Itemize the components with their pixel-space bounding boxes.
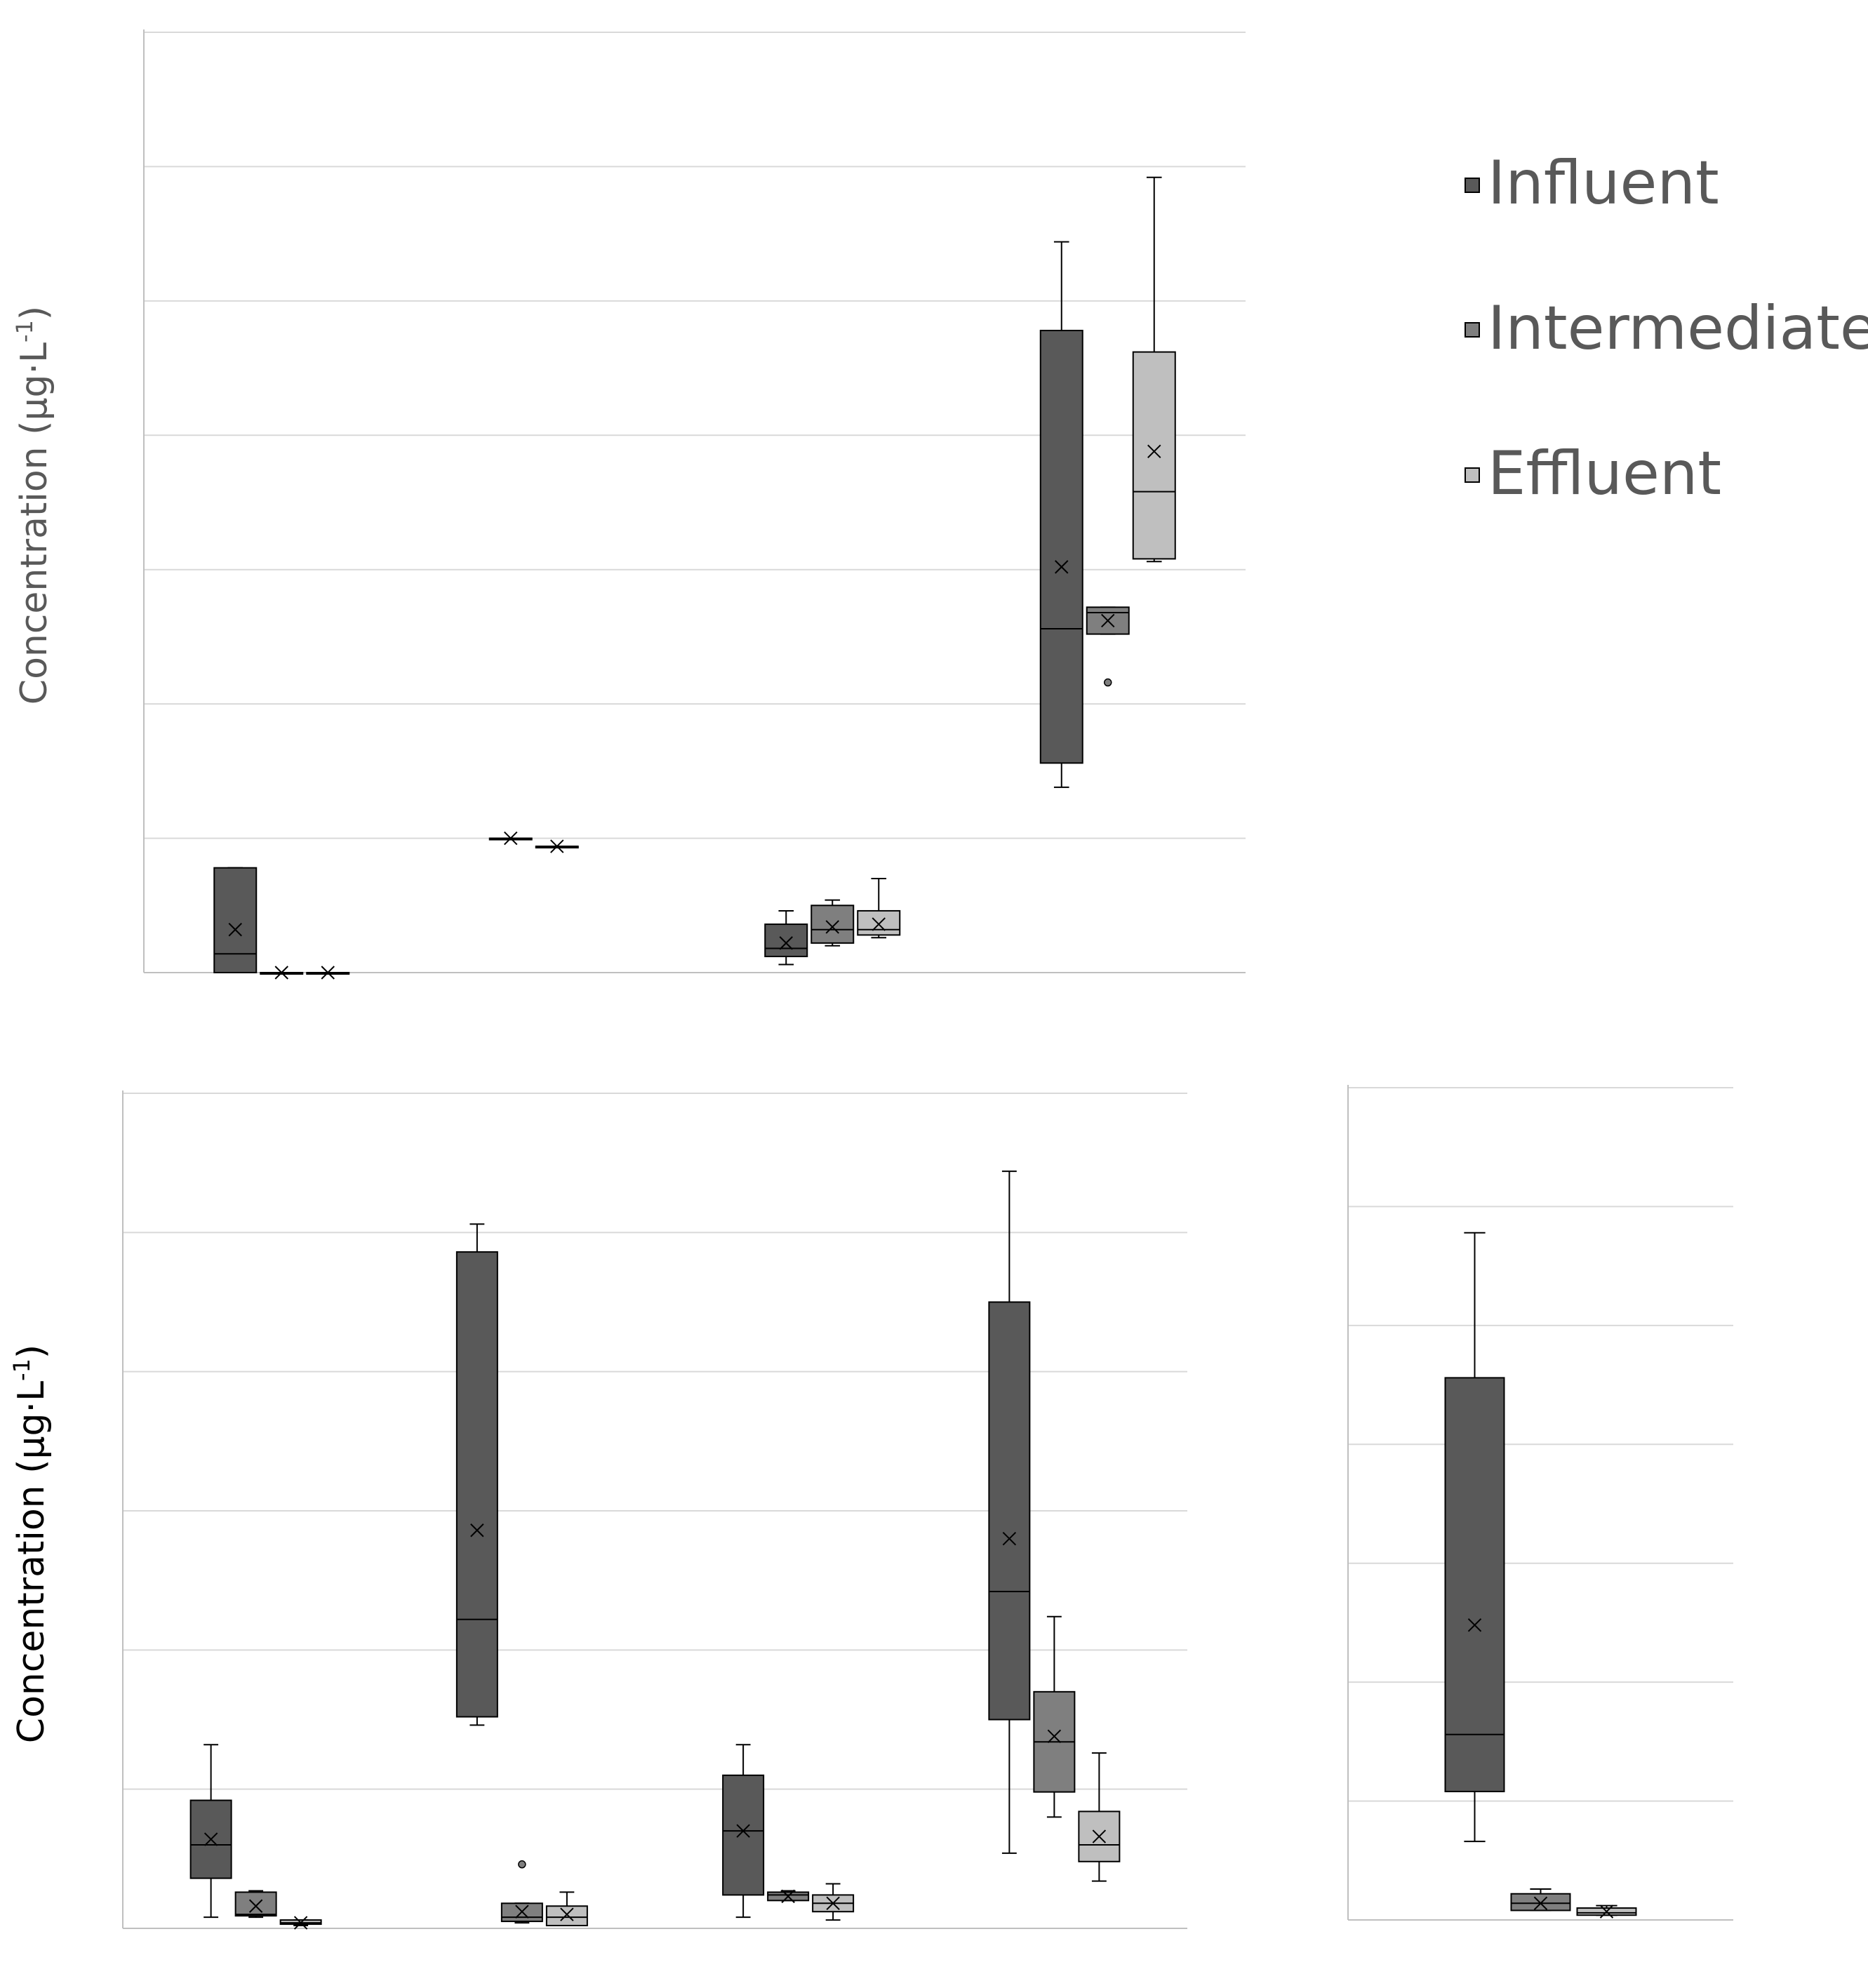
box-effluent xyxy=(545,1905,588,1927)
mean-marker xyxy=(228,923,242,937)
mean-marker xyxy=(293,1916,308,1930)
mean-marker xyxy=(1047,1729,1062,1744)
mean-marker xyxy=(781,1889,795,1904)
box-influent xyxy=(988,1301,1031,1721)
mean-marker xyxy=(321,966,335,980)
legend-swatch-intermediate xyxy=(1465,322,1480,338)
y-axis-title-bottom: Concentration (µg·L-1) xyxy=(8,1345,53,1743)
mean-marker xyxy=(274,966,288,980)
box-effluent xyxy=(857,909,901,936)
mean-marker xyxy=(515,1904,529,1919)
mean-marker xyxy=(248,1899,263,1913)
mean-marker xyxy=(779,936,793,950)
legend-swatch-influent xyxy=(1465,178,1480,193)
mean-marker xyxy=(826,1896,840,1911)
legend-swatch-effluent xyxy=(1465,467,1480,483)
y-axis-title-top: Concentration (µg·L-1) xyxy=(11,306,55,705)
box-intermediate xyxy=(234,1891,277,1917)
box-influent xyxy=(722,1774,765,1896)
box-intermediate xyxy=(810,905,855,944)
mean-marker xyxy=(470,1523,484,1537)
box-intermediate xyxy=(1510,1893,1571,1912)
box-influent xyxy=(1444,1377,1505,1793)
legend-label-intermediate: Intermediate xyxy=(1488,293,1868,363)
mean-marker xyxy=(1533,1896,1548,1910)
box-influent xyxy=(764,923,808,958)
chart-caffeine-panel xyxy=(1347,1085,1733,1921)
mean-marker xyxy=(1101,613,1115,628)
mean-marker xyxy=(504,831,518,846)
mean-marker xyxy=(1055,560,1069,574)
box-influent xyxy=(455,1251,498,1718)
chart-top-panel xyxy=(143,29,1246,980)
outlier-point xyxy=(518,1860,526,1869)
box-influent xyxy=(213,867,258,973)
outlier-point xyxy=(1104,678,1112,687)
mean-marker xyxy=(550,839,564,853)
chart-bottom-panel xyxy=(122,1090,1187,1930)
legend-label-influent: Influent xyxy=(1488,148,1719,218)
mean-marker xyxy=(825,920,839,934)
mean-marker xyxy=(204,1832,218,1846)
legend-label-effluent: Effluent xyxy=(1488,439,1721,509)
mean-marker xyxy=(1002,1531,1017,1546)
box-influent xyxy=(1039,329,1083,764)
box-effluent xyxy=(1132,351,1176,560)
legend: Influent Intermediate Effluent xyxy=(1465,148,1868,509)
mean-marker xyxy=(1599,1904,1614,1919)
mean-marker xyxy=(736,1824,750,1838)
mean-marker xyxy=(1147,444,1161,458)
mean-marker xyxy=(560,1907,574,1921)
mean-marker xyxy=(1092,1829,1107,1843)
mean-marker xyxy=(872,917,886,931)
mean-marker xyxy=(1467,1618,1482,1632)
